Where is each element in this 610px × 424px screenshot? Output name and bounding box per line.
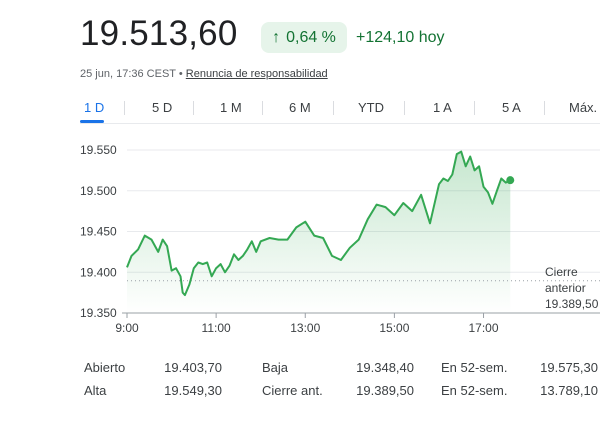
price-area-fill — [127, 151, 511, 313]
stat-value: 19.549,30 — [164, 383, 222, 398]
x-tick-label: 9:00 — [115, 321, 139, 335]
x-axis-ticks: 9:00 11:00 13:00 15:00 17:00 — [115, 313, 499, 335]
x-tick-label: 15:00 — [379, 321, 409, 335]
tab-6m[interactable]: 6 M — [289, 100, 311, 115]
range-tabs: 1 D 5 D 1 M 6 M YTD 1 A 5 A Máx. — [80, 100, 600, 122]
stat-value: 19.575,30 — [540, 360, 598, 375]
disclaimer-link[interactable]: Renuncia de responsabilidad — [185, 68, 328, 80]
quote-meta: 25 jun, 17:36 CEST • Renuncia de respons… — [80, 68, 328, 80]
y-tick-label: 19.450 — [80, 225, 117, 239]
tab-1m[interactable]: 1 M — [220, 100, 242, 115]
stat-value: 19.389,50 — [356, 383, 414, 398]
stat-value: 13.789,10 — [540, 383, 598, 398]
previous-close-label: Cierre anterior 19.389,50 — [545, 265, 599, 311]
last-price-dot — [506, 176, 515, 185]
stat-label: Baja — [262, 360, 289, 375]
prev-close-label-1: Cierre — [545, 265, 578, 279]
tabs-divider-line — [80, 123, 600, 124]
prev-close-label-2: anterior — [545, 281, 586, 295]
stat-value: 19.403,70 — [164, 360, 222, 375]
arrow-up-icon: ↑ — [272, 28, 281, 46]
y-tick-label: 19.500 — [80, 184, 117, 198]
x-tick-label: 17:00 — [469, 321, 499, 335]
tab-separator — [333, 101, 334, 115]
stat-label: En 52-sem. — [441, 383, 508, 398]
tab-separator — [193, 101, 194, 115]
tab-max[interactable]: Máx. — [569, 100, 598, 115]
y-tick-label: 19.550 — [80, 143, 117, 157]
y-tick-label: 19.400 — [80, 265, 117, 279]
tab-separator — [474, 101, 475, 115]
y-axis-ticks: 19.550 19.500 19.450 19.400 19.350 — [80, 143, 117, 320]
tab-separator — [124, 101, 125, 115]
y-tick-label: 19.350 — [80, 306, 117, 320]
change-absolute: +124,10 hoy — [356, 29, 445, 46]
tab-5d[interactable]: 5 D — [152, 100, 173, 115]
change-percent: 0,64 % — [286, 28, 336, 46]
meta-separator: • — [178, 68, 183, 80]
stat-label: En 52-sem. — [441, 360, 508, 375]
timestamp: 25 jun, 17:36 CEST — [80, 68, 176, 80]
active-tab-indicator — [80, 120, 104, 123]
tab-separator — [544, 101, 545, 115]
tab-5a[interactable]: 5 A — [502, 100, 521, 115]
x-tick-label: 13:00 — [290, 321, 320, 335]
stat-label: Alta — [84, 383, 107, 398]
tab-separator — [404, 101, 405, 115]
stat-value: 19.348,40 — [356, 360, 414, 375]
tab-ytd[interactable]: YTD — [358, 100, 384, 115]
change-percent-chip: ↑ 0,64 % — [261, 22, 347, 53]
tab-1d[interactable]: 1 D — [84, 100, 105, 115]
prev-close-value: 19.389,50 — [545, 297, 599, 311]
current-price: 19.513,60 — [80, 14, 238, 53]
stat-label: Abierto — [84, 360, 126, 375]
stat-label: Cierre ant. — [262, 383, 323, 398]
price-line — [126, 150, 511, 297]
tab-1a[interactable]: 1 A — [433, 100, 452, 115]
tab-separator — [262, 101, 263, 115]
x-tick-label: 11:00 — [202, 321, 231, 335]
